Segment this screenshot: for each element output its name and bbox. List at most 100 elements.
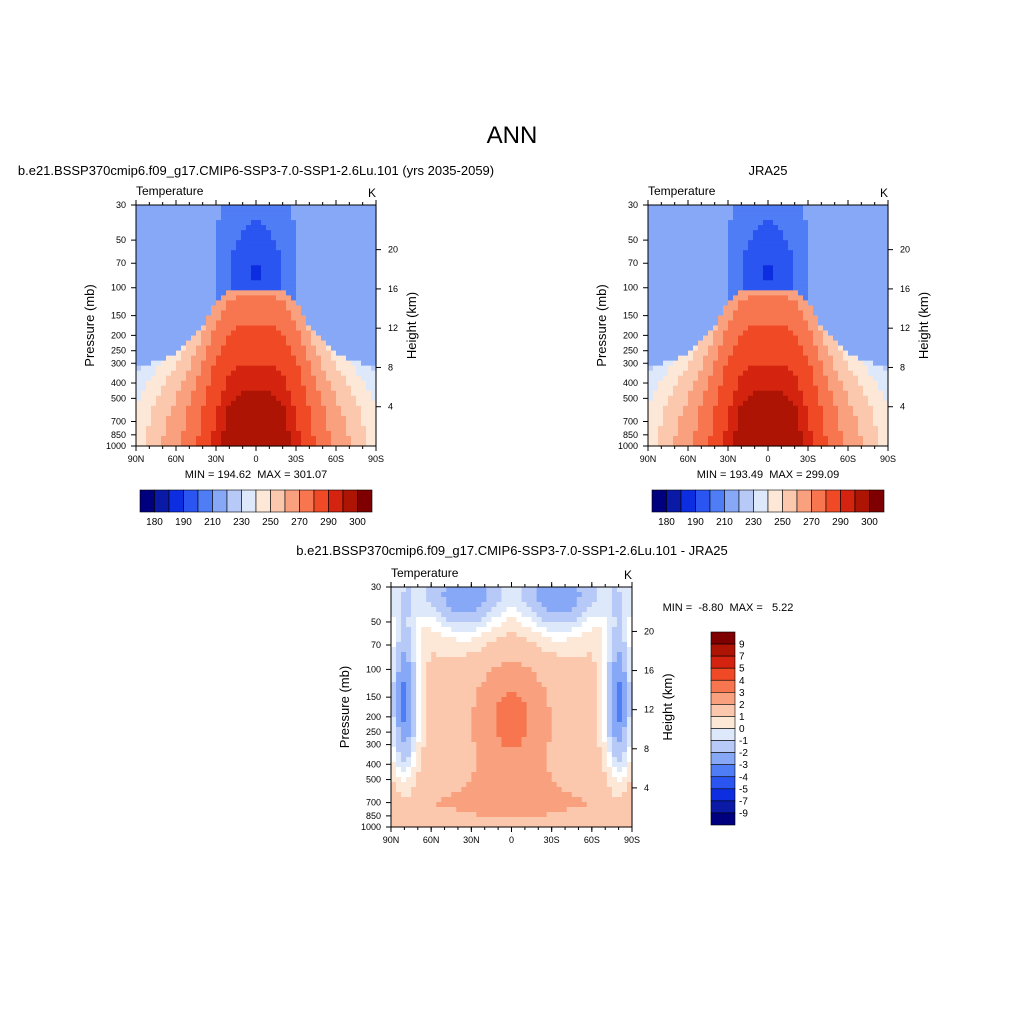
heatmap-cell: [231, 230, 237, 236]
heatmap-cell: [236, 346, 242, 352]
heatmap-cell: [271, 416, 277, 422]
heatmap-cell: [733, 401, 739, 407]
heatmap-cell: [301, 255, 307, 261]
heatmap-cell: [773, 411, 779, 417]
heatmap-cell: [356, 341, 362, 347]
heatmap-cell: [808, 265, 814, 271]
heatmap-cell: [296, 305, 302, 311]
heatmap-cell: [698, 431, 704, 437]
heatmap-cell: [221, 436, 227, 442]
heatmap-cell: [868, 320, 874, 326]
heatmap-cell: [828, 366, 834, 372]
heatmap-cell: [698, 310, 704, 316]
heatmap-cell: [868, 326, 874, 332]
heatmap-cell: [868, 280, 874, 286]
heatmap-cell: [191, 396, 197, 402]
heatmap-cell: [351, 366, 357, 372]
heatmap-cell: [653, 341, 659, 347]
heatmap-cell: [136, 371, 142, 377]
heatmap-cell: [833, 240, 839, 246]
heatmap-cell: [226, 336, 232, 342]
heatmap-cell: [361, 351, 367, 357]
colorbar-label: 210: [716, 517, 733, 528]
heatmap-cell: [301, 396, 307, 402]
heatmap-cell: [723, 245, 729, 251]
heatmap-cell: [136, 346, 142, 352]
heatmap-cell: [688, 215, 694, 221]
heatmap-cell: [231, 235, 237, 241]
heatmap-cell: [718, 376, 724, 382]
heatmap-cell: [306, 225, 312, 231]
heatmap-cell: [758, 300, 764, 306]
heatmap-cell: [798, 361, 804, 367]
heatmap-cell: [351, 401, 357, 407]
y2-tick-label: 16: [900, 284, 910, 294]
heatmap-cell: [216, 255, 222, 261]
heatmap-cell: [858, 371, 864, 377]
heatmap-cell: [858, 225, 864, 231]
heatmap-cell: [251, 386, 257, 392]
heatmap-cell: [311, 401, 317, 407]
y2-tick-label: 12: [900, 323, 910, 333]
heatmap-cell: [316, 270, 322, 276]
heatmap-cell: [231, 326, 237, 332]
heatmap-cell: [738, 240, 744, 246]
heatmap-cell: [703, 391, 709, 397]
heatmap-cell: [843, 386, 849, 392]
heatmap-cell: [728, 255, 734, 261]
heatmap-cell: [291, 426, 297, 432]
panel-title: b.e21.BSSP370cmip6.f09_g17.CMIP6-SSP3-7.…: [18, 163, 494, 178]
heatmap-cell: [326, 401, 332, 407]
heatmap-cell: [763, 320, 769, 326]
heatmap-cell: [748, 371, 754, 377]
y-tick-label: 50: [628, 235, 638, 245]
heatmap-cell: [778, 260, 784, 266]
heatmap-cell: [778, 220, 784, 226]
heatmap-cell: [356, 235, 362, 241]
x-tick-label: 0: [253, 454, 258, 464]
heatmap-cell: [161, 260, 167, 266]
heatmap-cell: [803, 270, 809, 276]
heatmap-cell: [286, 205, 292, 211]
heatmap-cell: [768, 290, 774, 296]
heatmap-cell: [336, 210, 342, 216]
heatmap-cell: [873, 431, 879, 437]
heatmap-cell: [146, 336, 152, 342]
heatmap-cell: [146, 295, 152, 301]
heatmap-cell: [803, 331, 809, 337]
heatmap-cell: [251, 336, 257, 342]
heatmap-cell: [658, 310, 664, 316]
heatmap-cell: [211, 220, 217, 226]
heatmap-cell: [231, 341, 237, 347]
heatmap-cell: [818, 361, 824, 367]
heatmap-cell: [808, 235, 814, 241]
heatmap-cell: [868, 215, 874, 221]
heatmap-cell: [693, 386, 699, 392]
heatmap-cell: [306, 230, 312, 236]
heatmap-cell: [703, 275, 709, 281]
heatmap-cell: [151, 401, 157, 407]
heatmap-cell: [748, 421, 754, 427]
heatmap-cell: [858, 396, 864, 402]
heatmap-cell: [366, 235, 372, 241]
heatmap-cell: [146, 235, 152, 241]
heatmap-cell: [296, 225, 302, 231]
heatmap-cell: [878, 220, 884, 226]
heatmap-cell: [431, 587, 437, 593]
heatmap-cell: [552, 597, 558, 603]
heatmap-cell: [873, 401, 879, 407]
heatmap-cell: [768, 235, 774, 241]
heatmap-cell: [833, 210, 839, 216]
heatmap-cell: [773, 406, 779, 412]
heatmap-cell: [216, 270, 222, 276]
heatmap-cell: [748, 411, 754, 417]
heatmap-cell: [341, 315, 347, 321]
heatmap-cell: [783, 431, 789, 437]
heatmap-cell: [653, 331, 659, 337]
heatmap-cell: [718, 416, 724, 422]
heatmap-cell: [743, 336, 749, 342]
heatmap-cell: [743, 401, 749, 407]
heatmap-cell: [261, 351, 267, 357]
heatmap-cell: [341, 341, 347, 347]
x-tick-label: 30S: [800, 454, 816, 464]
